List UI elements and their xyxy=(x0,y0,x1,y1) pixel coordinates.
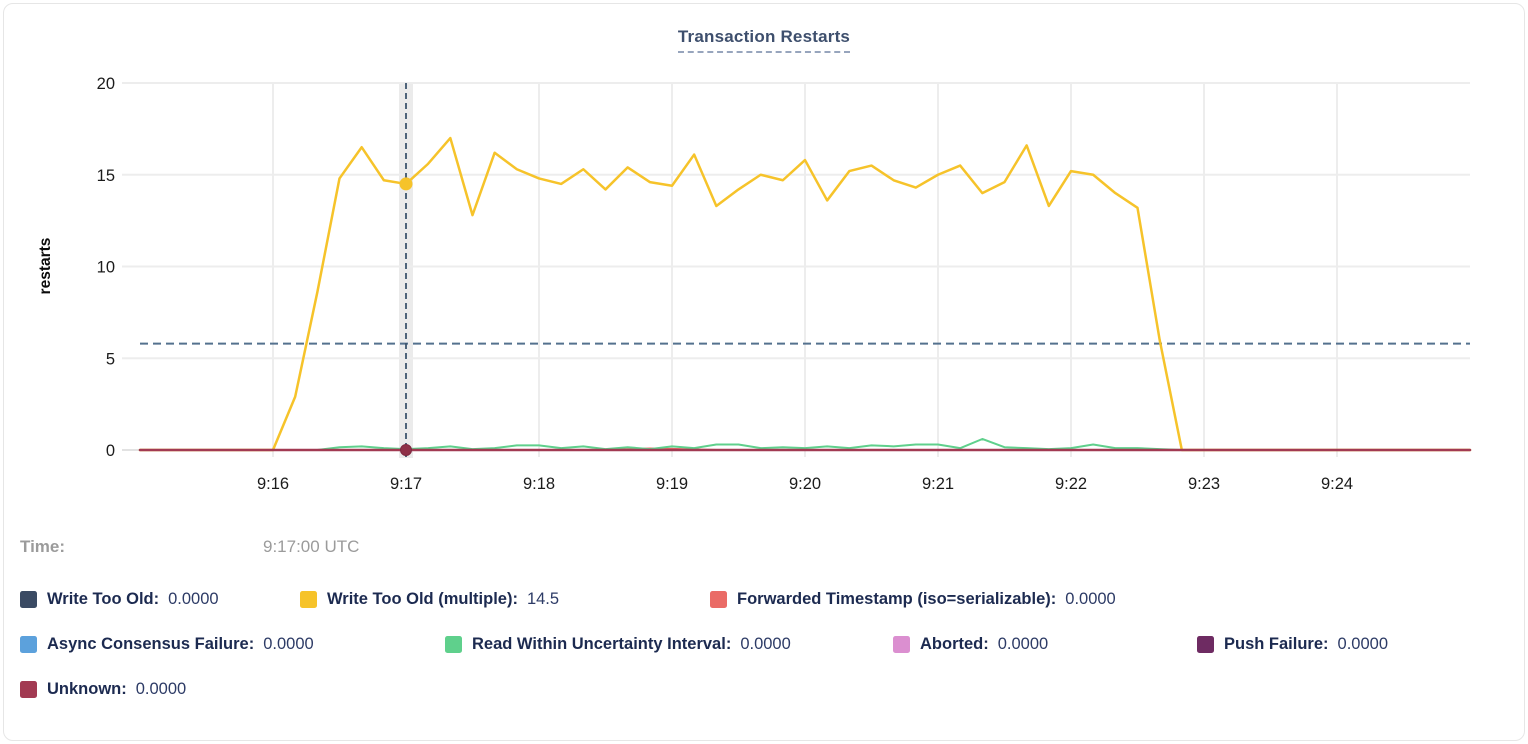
chart-canvas[interactable]: 0 5 10 15 20 9:16 9:17 9:18 9:19 9:20 9:21 9:22 9:23… xyxy=(0,0,1528,520)
tooltip-time-value: 9:17:00 UTC xyxy=(263,537,360,556)
legend-series-value: 0.0000 xyxy=(168,590,219,608)
x-tick-label: 9:22 xyxy=(1055,475,1087,493)
chart-title[interactable]: Transaction Restarts xyxy=(677,27,851,53)
hover-point-zero-dot xyxy=(400,444,412,456)
y-tick-label: 0 xyxy=(106,442,115,460)
y-tick-label: 15 xyxy=(97,167,115,185)
x-tick-label: 9:20 xyxy=(789,475,821,493)
hover-point-highlight-dot xyxy=(399,177,413,191)
legend-series-label: Unknown: xyxy=(47,680,127,698)
tooltip-time-label: Time: xyxy=(20,537,66,556)
y-tick-label: 10 xyxy=(97,259,115,277)
legend-swatch-icon xyxy=(20,591,37,608)
legend-item: Async Consensus Failure: 0.0000 xyxy=(20,635,314,654)
legend-swatch-icon xyxy=(1197,636,1214,653)
legend-series-label: Aborted: xyxy=(920,635,989,653)
legend-swatch-icon xyxy=(893,636,910,653)
x-tick-label: 9:17 xyxy=(390,475,422,493)
legend-series-label: Async Consensus Failure: xyxy=(47,635,255,653)
legend-series-label: Write Too Old (multiple): xyxy=(327,590,518,608)
legend-item: Aborted: 0.0000 xyxy=(893,635,1048,654)
legend-series-value: 0.0000 xyxy=(135,680,187,698)
x-tick-label: 9:24 xyxy=(1321,475,1353,493)
legend-item: Write Too Old: 0.0000 xyxy=(20,590,219,609)
x-tick-label: 9:19 xyxy=(656,475,688,493)
x-tick-label: 9:18 xyxy=(523,475,555,493)
legend-swatch-icon xyxy=(20,636,37,653)
metric-chart-card xyxy=(3,3,1525,741)
legend-series-value: 14.5 xyxy=(526,590,560,608)
legend-series-value: 0.0000 xyxy=(997,635,1049,653)
legend-series-label: Write Too Old: xyxy=(47,590,160,608)
y-axis-label: restarts xyxy=(37,238,54,295)
legend-item: Read Within Uncertainty Interval: 0.0000 xyxy=(445,635,791,654)
legend-item: Push Failure: 0.0000 xyxy=(1197,635,1388,654)
legend-swatch-icon xyxy=(300,591,317,608)
legend-swatch-icon xyxy=(710,591,727,608)
legend-item: Forwarded Timestamp (iso=serializable): 0… xyxy=(710,590,1116,609)
legend-swatch-icon xyxy=(20,681,37,698)
x-tick-label: 9:16 xyxy=(257,475,289,493)
legend-swatch-icon xyxy=(445,636,462,653)
legend-item: Write Too Old (multiple): 14.5 xyxy=(300,590,559,609)
x-tick-label: 9:21 xyxy=(922,475,954,493)
y-tick-label: 5 xyxy=(106,350,115,368)
legend-series-value: 0.0000 xyxy=(1337,635,1388,653)
legend-series-label: Forwarded Timestamp (iso=serializable): xyxy=(737,590,1057,608)
legend-series-label: Push Failure: xyxy=(1224,635,1329,653)
tooltip-time-row: Time: 9:17:00 UTC xyxy=(20,537,359,557)
legend-series-label: Read Within Uncertainty Interval: xyxy=(472,635,732,653)
legend-series-value: 0.0000 xyxy=(263,635,314,653)
y-tick-label: 20 xyxy=(97,75,115,93)
legend-series-value: 0.0000 xyxy=(740,635,791,653)
chart-title-wrap: Transaction Restarts xyxy=(0,27,1528,53)
legend-item: Unknown: 0.0000 xyxy=(20,680,186,699)
legend-series-value: 0.0000 xyxy=(1065,590,1116,608)
x-tick-label: 9:23 xyxy=(1188,475,1220,493)
